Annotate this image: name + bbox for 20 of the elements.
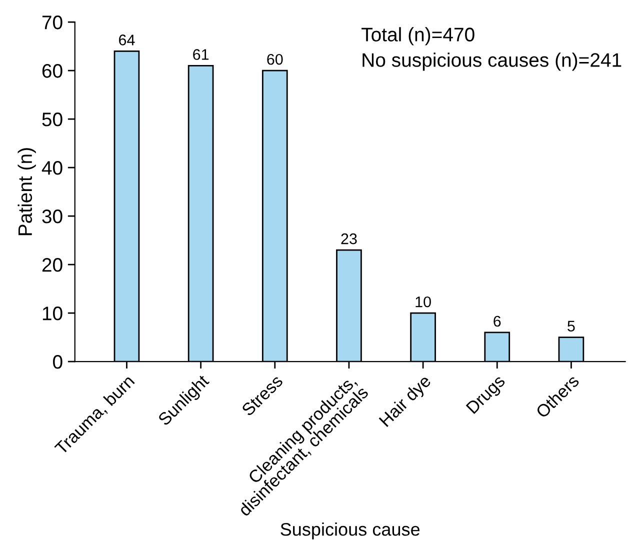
data-label: 10 bbox=[416, 296, 431, 308]
annotation: Total (n)=470 bbox=[362, 27, 474, 46]
annotation: No suspicious causes (n)=241 bbox=[362, 52, 622, 71]
data-label: 60 bbox=[267, 54, 283, 65]
y-tick-label: 20 bbox=[42, 258, 62, 272]
x-tick-label: Hair dye bbox=[378, 374, 434, 430]
y-tick-label: 60 bbox=[42, 64, 62, 78]
y-tick-label: 30 bbox=[42, 210, 62, 224]
y-tick-label: 40 bbox=[42, 161, 62, 175]
data-label: 5 bbox=[568, 320, 575, 332]
x-axis-title: Suspicious cause bbox=[280, 522, 420, 540]
y-tick-label: 0 bbox=[53, 355, 62, 369]
data-label: 23 bbox=[341, 233, 357, 244]
y-tick-label: 70 bbox=[42, 16, 62, 30]
y-tick-label: 10 bbox=[42, 306, 62, 320]
y-axis-title: Patient (n) bbox=[18, 148, 36, 236]
data-label: 64 bbox=[119, 34, 135, 46]
data-label: 61 bbox=[193, 49, 209, 60]
y-tick-label: 50 bbox=[42, 112, 62, 126]
data-label: 6 bbox=[494, 316, 501, 327]
